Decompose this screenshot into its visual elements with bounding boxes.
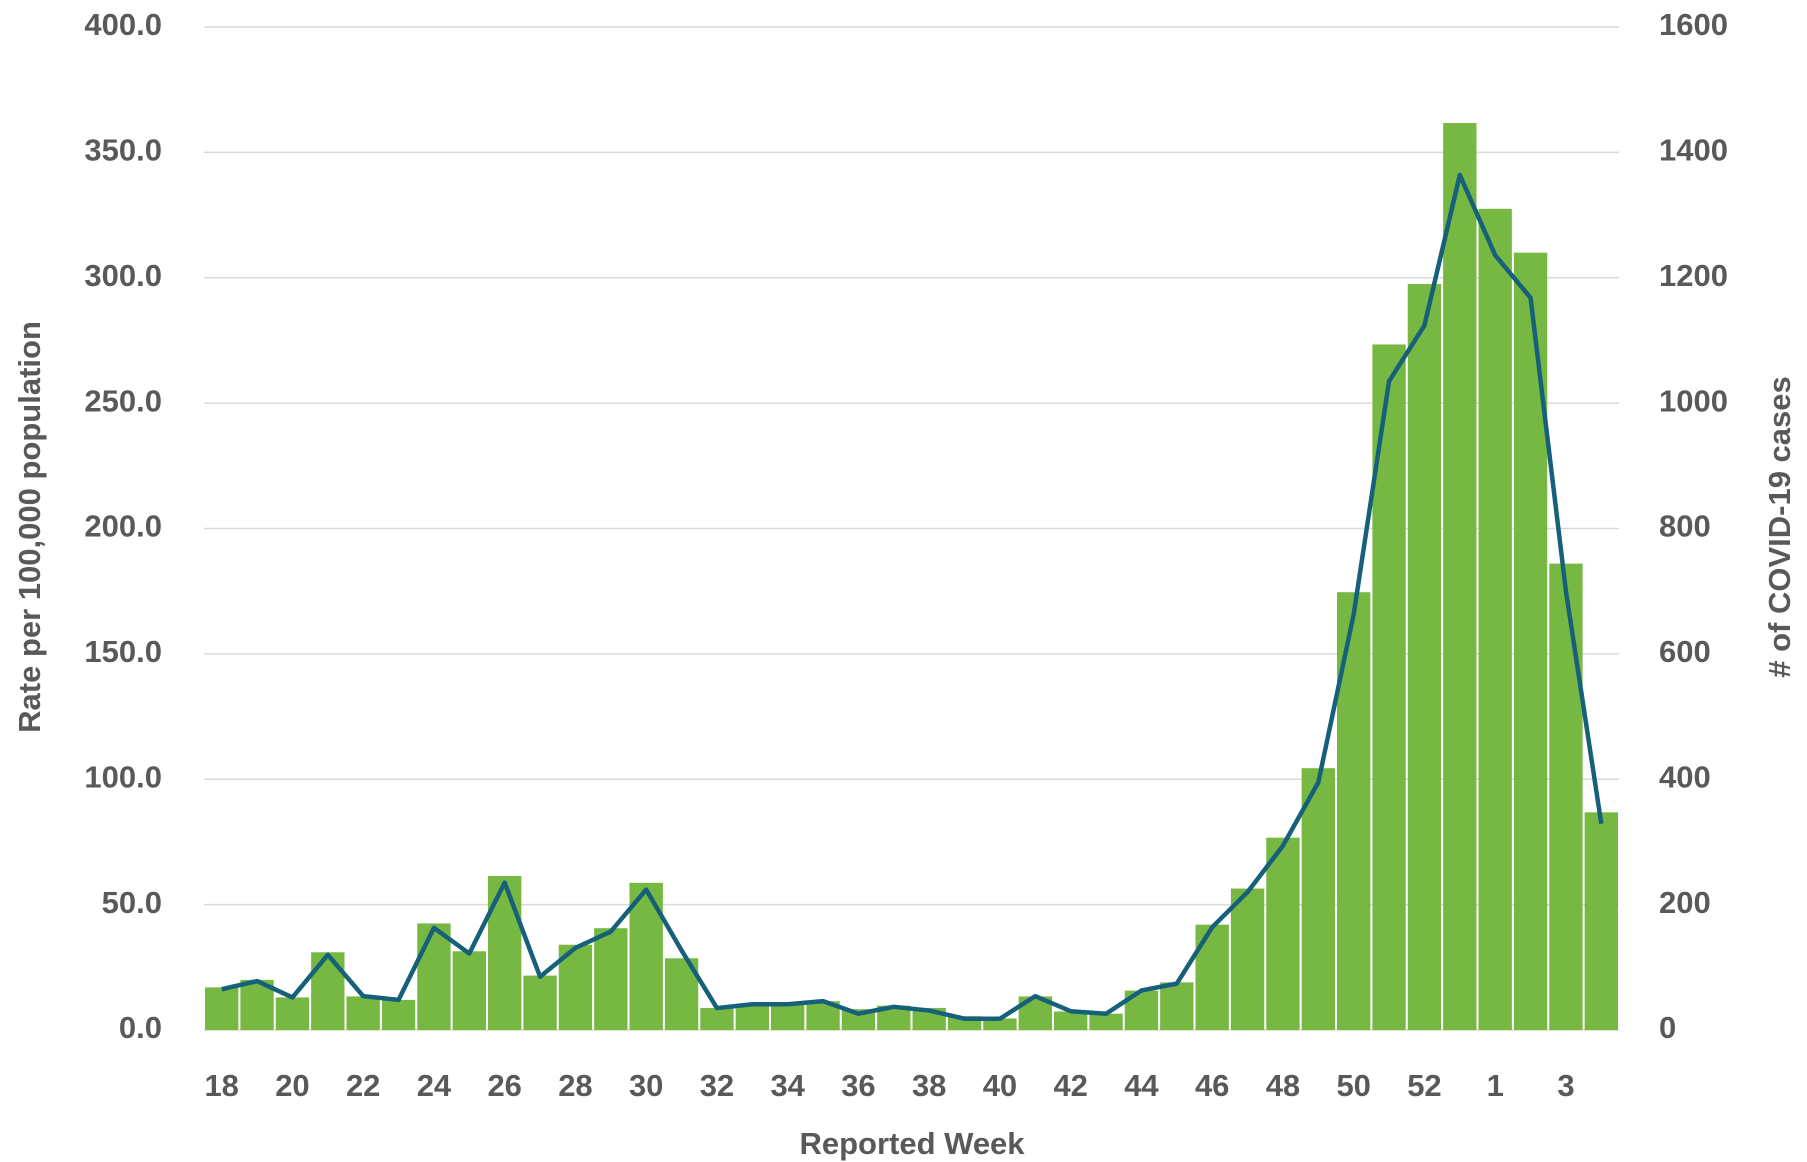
bar <box>1089 1013 1123 1030</box>
bar <box>1054 1011 1088 1030</box>
x-tick-label: 40 <box>983 1068 1017 1103</box>
bar <box>523 975 557 1030</box>
y2-tick-label: 400 <box>1659 759 1711 794</box>
bar <box>841 1009 876 1030</box>
bar <box>1195 924 1229 1030</box>
x-tick-label: 24 <box>417 1068 452 1103</box>
y2-axis-title: # of COVID-19 cases <box>1762 376 1797 678</box>
y-tick-label: 250.0 <box>84 383 162 418</box>
x-tick-label: 28 <box>558 1068 592 1103</box>
bar <box>1549 563 1583 1030</box>
y2-tick-label: 800 <box>1659 509 1711 544</box>
y2-tick-label: 600 <box>1659 634 1711 669</box>
bar <box>594 928 628 1030</box>
bar <box>1513 252 1548 1031</box>
y-tick-label: 0.0 <box>119 1010 162 1045</box>
y-tick-label: 300.0 <box>84 258 162 293</box>
x-tick-label: 26 <box>487 1068 521 1103</box>
bar <box>1443 123 1477 1031</box>
bar <box>983 1018 1017 1030</box>
y-tick-label: 100.0 <box>84 759 162 794</box>
bar <box>1337 592 1371 1030</box>
bar <box>700 1007 734 1030</box>
bar <box>1230 888 1265 1030</box>
bar <box>205 987 239 1030</box>
bar <box>488 876 522 1030</box>
x-tick-label: 22 <box>346 1068 380 1103</box>
bar <box>346 996 380 1030</box>
x-tick-label: 46 <box>1195 1068 1229 1103</box>
x-tick-label: 36 <box>841 1068 875 1103</box>
y2-tick-label: 1600 <box>1659 7 1728 42</box>
bar <box>1301 768 1335 1030</box>
bar <box>452 951 486 1030</box>
x-tick-label: 48 <box>1266 1068 1300 1103</box>
y-tick-label: 400.0 <box>84 7 162 42</box>
y2-tick-label: 200 <box>1659 885 1711 920</box>
x-tick-label: 32 <box>700 1068 734 1103</box>
x-tick-label: 50 <box>1336 1068 1370 1103</box>
bar <box>1266 837 1300 1030</box>
bar <box>381 999 416 1030</box>
x-tick-label: 1 <box>1487 1068 1504 1103</box>
x-tick-label: 38 <box>912 1068 946 1103</box>
y-tick-label: 200.0 <box>84 509 162 544</box>
bar <box>417 923 451 1030</box>
line <box>221 172 1604 1021</box>
x-tick-label: 34 <box>770 1068 805 1103</box>
bar <box>1478 208 1512 1030</box>
y-axis-title: Rate per 100,000 population <box>12 321 47 733</box>
bar <box>1584 812 1618 1030</box>
x-tick-label: 3 <box>1557 1068 1574 1103</box>
x-tick-label: 42 <box>1053 1068 1087 1103</box>
bar <box>1160 982 1194 1030</box>
y-tick-label: 50.0 <box>102 885 162 920</box>
x-tick-label: 20 <box>275 1068 309 1103</box>
y2-tick-label: 1400 <box>1659 133 1728 168</box>
bar <box>771 1004 805 1030</box>
x-tick-label: 30 <box>629 1068 663 1103</box>
x-tick-label: 44 <box>1124 1068 1159 1103</box>
y-tick-label: 350.0 <box>84 133 162 168</box>
y2-tick-label: 1200 <box>1659 258 1728 293</box>
bar <box>1407 284 1442 1030</box>
x-tick-label: 52 <box>1407 1068 1441 1103</box>
y-tick-label: 150.0 <box>84 634 162 669</box>
bar <box>275 997 310 1030</box>
y2-tick-label: 1000 <box>1659 383 1728 418</box>
x-axis-title: Reported Week <box>799 1126 1025 1161</box>
y2-tick-label: 0 <box>1659 1010 1676 1045</box>
bar <box>311 952 345 1030</box>
x-tick-label: 18 <box>204 1068 238 1103</box>
bar <box>735 1005 769 1030</box>
